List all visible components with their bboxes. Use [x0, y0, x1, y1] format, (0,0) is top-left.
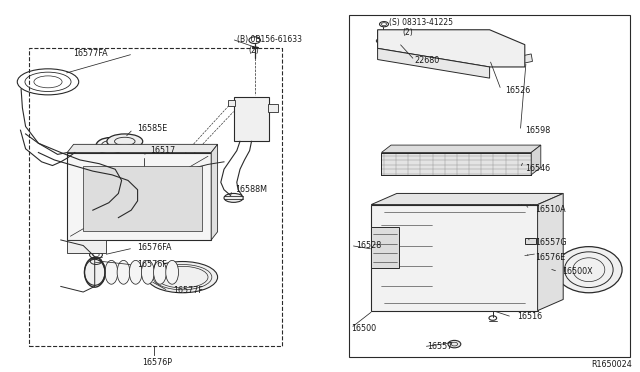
Text: 22680: 22680: [415, 56, 440, 65]
Ellipse shape: [96, 138, 124, 154]
Text: (2): (2): [248, 46, 259, 55]
Ellipse shape: [107, 134, 143, 149]
Polygon shape: [531, 145, 541, 175]
Polygon shape: [371, 193, 563, 205]
Bar: [29, 48, 282, 346]
Text: 16557G: 16557G: [535, 238, 566, 247]
Polygon shape: [371, 227, 399, 268]
Ellipse shape: [448, 340, 461, 348]
Text: 16576F: 16576F: [138, 260, 167, 269]
Text: 16500X: 16500X: [562, 267, 593, 276]
Text: (2): (2): [402, 28, 413, 37]
Polygon shape: [371, 205, 538, 311]
Text: 16528: 16528: [356, 241, 381, 250]
Polygon shape: [268, 104, 278, 112]
Ellipse shape: [556, 247, 622, 293]
Text: (S) 08313-41225: (S) 08313-41225: [389, 18, 453, 27]
Text: 16585E: 16585E: [138, 124, 168, 133]
Polygon shape: [67, 240, 106, 253]
Polygon shape: [538, 253, 560, 286]
Polygon shape: [522, 54, 532, 63]
Polygon shape: [525, 238, 536, 244]
Polygon shape: [381, 153, 531, 175]
Polygon shape: [211, 144, 218, 240]
Text: 16576P: 16576P: [142, 358, 172, 367]
Ellipse shape: [154, 260, 166, 284]
Ellipse shape: [105, 260, 118, 284]
Text: 16516: 16516: [517, 312, 542, 321]
Text: 16526: 16526: [506, 86, 531, 94]
Ellipse shape: [141, 260, 154, 284]
Polygon shape: [67, 153, 211, 240]
Polygon shape: [381, 145, 541, 153]
Text: 16577F: 16577F: [173, 286, 203, 295]
Ellipse shape: [166, 260, 179, 284]
Ellipse shape: [147, 262, 218, 293]
Polygon shape: [378, 48, 490, 78]
Polygon shape: [378, 35, 406, 46]
Text: (B) 0B156-61633: (B) 0B156-61633: [237, 35, 302, 44]
Text: R1650024: R1650024: [591, 360, 632, 369]
Text: 16510A: 16510A: [535, 205, 566, 214]
Text: 16577FA: 16577FA: [74, 49, 108, 58]
Text: 16517: 16517: [150, 146, 175, 155]
Polygon shape: [234, 97, 269, 141]
Polygon shape: [228, 100, 235, 106]
Polygon shape: [378, 30, 525, 67]
Text: 16557: 16557: [428, 342, 453, 351]
Ellipse shape: [84, 259, 105, 285]
Ellipse shape: [129, 260, 142, 284]
Text: 16598: 16598: [525, 126, 550, 135]
Ellipse shape: [117, 260, 130, 284]
Text: 16546: 16546: [525, 164, 550, 173]
Text: 16500: 16500: [351, 324, 376, 333]
Text: 16576E: 16576E: [535, 253, 565, 262]
Polygon shape: [83, 166, 202, 231]
Ellipse shape: [224, 193, 243, 202]
Ellipse shape: [93, 260, 106, 284]
Bar: [349, 15, 630, 357]
Polygon shape: [67, 144, 218, 153]
Ellipse shape: [539, 255, 558, 285]
Text: 16576FA: 16576FA: [138, 243, 172, 252]
Polygon shape: [538, 193, 563, 311]
Text: 16588M: 16588M: [236, 185, 268, 194]
